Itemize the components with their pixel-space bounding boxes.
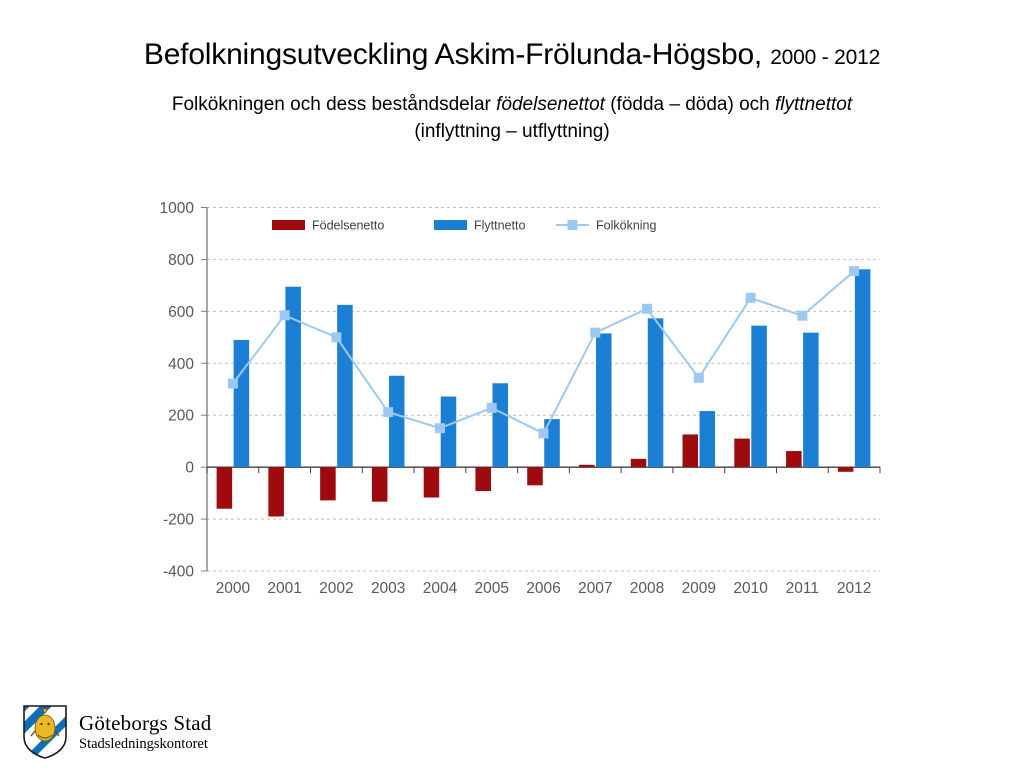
x-tick-label: 2010 bbox=[733, 580, 768, 597]
bar-fodelsenetto bbox=[216, 467, 233, 509]
bar-fodelsenetto bbox=[578, 464, 595, 468]
x-tick-label: 2008 bbox=[630, 580, 664, 597]
chart-bars-flyttnetto bbox=[233, 269, 871, 468]
x-tick-label: 2011 bbox=[786, 580, 819, 597]
legend-label: Flyttnetto bbox=[474, 219, 525, 233]
x-tick-label: 2000 bbox=[216, 580, 251, 597]
bar-flyttnetto bbox=[751, 325, 767, 468]
x-tick-label: 2009 bbox=[682, 580, 716, 597]
x-tick-label: 2001 bbox=[267, 580, 301, 597]
chart-xtick-labels: 2000 2001 2002 2003 2004 2005 2006 2007 2008 2009… bbox=[216, 580, 872, 597]
subtitle-emphasis-fodelsenettot: födelsenettot bbox=[496, 93, 605, 115]
x-tick-label: 2004 bbox=[423, 580, 458, 597]
line-marker-folkokning bbox=[434, 423, 445, 434]
bar-flyttnetto bbox=[337, 304, 353, 468]
x-tick-label: 2006 bbox=[526, 580, 560, 597]
chart-gridlines bbox=[207, 207, 880, 572]
line-marker-folkokning bbox=[642, 303, 653, 314]
line-marker-folkokning bbox=[538, 428, 549, 439]
logo-department-name: Stadsledningskontoret bbox=[79, 735, 208, 752]
goteborgs-stad-logo: Göteborgs Stad Stadsledningskontoret bbox=[22, 704, 212, 760]
bar-flyttnetto bbox=[440, 396, 457, 468]
legend-label: Födelsenetto bbox=[312, 219, 384, 233]
bar-flyttnetto bbox=[647, 318, 664, 468]
line-marker-folkokning bbox=[227, 378, 238, 389]
bar-fodelsenetto bbox=[371, 467, 388, 502]
line-marker-folkokning bbox=[693, 372, 704, 383]
bar-flyttnetto bbox=[699, 411, 716, 468]
line-marker-folkokning bbox=[383, 407, 394, 418]
x-tick-label: 2002 bbox=[319, 580, 353, 597]
legend-item[interactable]: Flyttnetto bbox=[434, 219, 525, 233]
bar-fodelsenetto bbox=[268, 467, 284, 517]
chart-line-folkokning bbox=[227, 266, 860, 439]
line-marker-folkokning bbox=[486, 402, 497, 413]
line-marker-folkokning bbox=[849, 266, 860, 277]
bar-flyttnetto bbox=[233, 339, 250, 468]
page-title-main: Befolkningsutveckling Askim-Frölunda-Hög… bbox=[143, 38, 763, 71]
x-tick-label: 2005 bbox=[474, 580, 508, 597]
line-marker-folkokning bbox=[331, 332, 342, 343]
logo-text: Göteborgs Stad Stadsledningskontoret bbox=[79, 710, 212, 752]
title-block: Befolkningsutveckling Askim-Frölunda-Hög… bbox=[0, 0, 1024, 146]
bar-flyttnetto bbox=[803, 332, 819, 468]
line-marker-folkokning bbox=[590, 327, 601, 338]
y-tick-label: 400 bbox=[168, 356, 194, 373]
logo-org-name: Göteborgs Stad bbox=[79, 710, 212, 735]
page-title: Befolkningsutveckling Askim-Frölunda-Hög… bbox=[0, 38, 1024, 73]
y-tick-label: 800 bbox=[168, 252, 194, 269]
page-title-years: 2000 - 2012 bbox=[770, 46, 881, 69]
x-tick-label: 2012 bbox=[837, 580, 871, 597]
legend-swatch bbox=[272, 220, 305, 230]
bar-fodelsenetto bbox=[527, 467, 543, 486]
subtitle-emphasis-flyttnettot: flyttnettot bbox=[775, 93, 853, 115]
bar-flyttnetto bbox=[492, 383, 509, 468]
legend-marker bbox=[567, 220, 578, 230]
x-tick-label: 2007 bbox=[578, 580, 612, 597]
y-tick-label: 600 bbox=[168, 304, 194, 321]
chart-axis bbox=[201, 207, 881, 572]
goteborg-shield-icon bbox=[23, 705, 67, 759]
bar-fodelsenetto bbox=[837, 467, 854, 472]
subtitle-part1: Folkökningen och dess beståndsdelar bbox=[171, 93, 497, 115]
chart-ytick-labels: 1000 800 600 400 200 0 -200 -400 bbox=[160, 200, 195, 581]
legend-item[interactable]: Födelsenetto bbox=[272, 219, 384, 233]
chart-bars-fodelsenetto bbox=[216, 434, 854, 517]
legend-swatch bbox=[434, 220, 467, 230]
bar-fodelsenetto bbox=[475, 467, 491, 492]
bar-flyttnetto bbox=[285, 286, 301, 468]
legend-item[interactable]: Folkökning bbox=[556, 219, 656, 233]
bar-fodelsenetto bbox=[423, 467, 440, 498]
bar-fodelsenetto bbox=[786, 451, 802, 468]
chart-container: 1000 800 600 400 200 0 -200 -400 2000 2001 2002 20… bbox=[0, 190, 1024, 620]
chart-legend: Födelsenetto Flyttnetto Folkökning bbox=[272, 219, 656, 233]
y-tick-label: 1000 bbox=[160, 200, 195, 217]
bar-fodelsenetto bbox=[682, 434, 699, 468]
x-tick-label: 2003 bbox=[371, 580, 405, 597]
subtitle-part3: (inflyttning – utflyttning) bbox=[414, 121, 610, 143]
line-marker-folkokning bbox=[797, 310, 808, 321]
bar-fodelsenetto bbox=[734, 438, 750, 468]
legend-label: Folkökning bbox=[596, 219, 656, 233]
y-tick-label: 200 bbox=[168, 408, 194, 425]
y-tick-label: -400 bbox=[163, 564, 194, 581]
bar-flyttnetto bbox=[388, 375, 405, 468]
line-marker-folkokning bbox=[745, 292, 756, 303]
bar-fodelsenetto bbox=[320, 467, 336, 501]
bar-fodelsenetto bbox=[630, 458, 647, 468]
bar-flyttnetto bbox=[854, 269, 871, 468]
y-tick-label: -200 bbox=[163, 512, 194, 529]
page-subtitle: Folkökningen och dess beståndsdelar föde… bbox=[72, 91, 952, 146]
line-marker-folkokning bbox=[279, 310, 290, 321]
bar-flyttnetto bbox=[596, 333, 612, 468]
subtitle-part2: (födda – döda) och bbox=[604, 93, 776, 115]
y-tick-label: 0 bbox=[185, 460, 194, 477]
